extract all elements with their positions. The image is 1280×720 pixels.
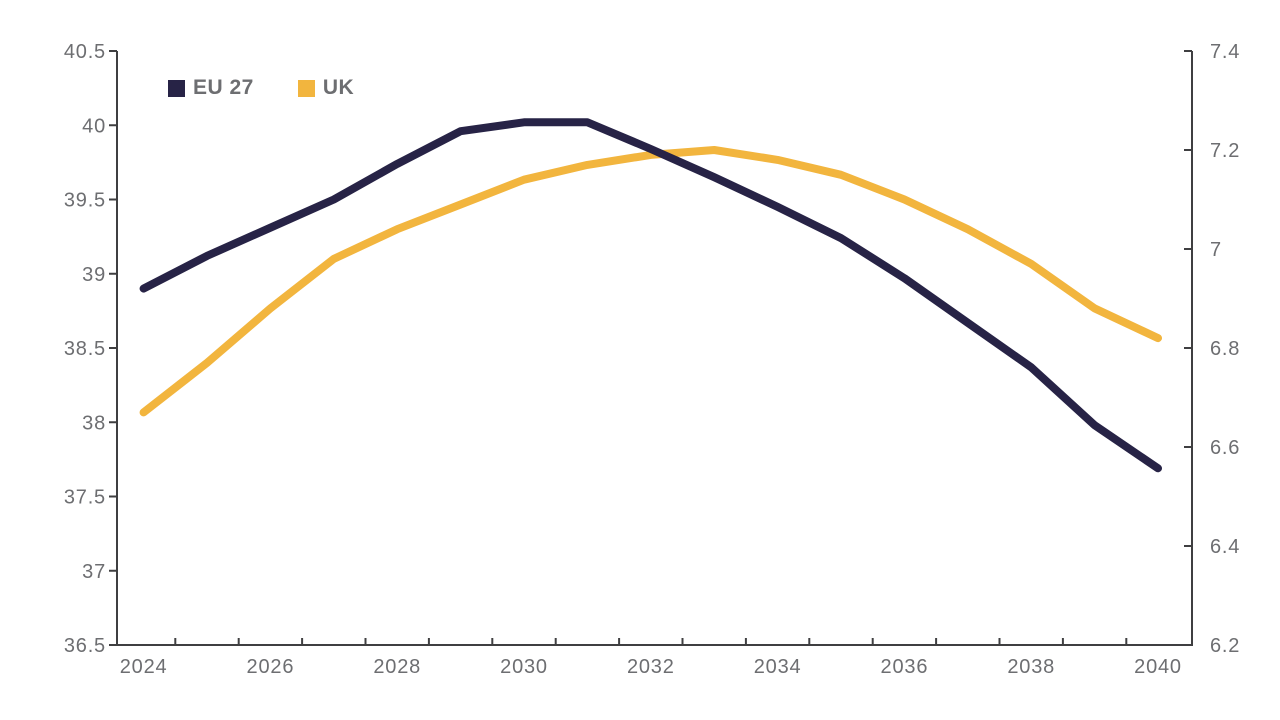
x-axis-tick-label: 2028 — [373, 656, 421, 678]
y-axis-left-tick-label: 39 — [82, 264, 106, 286]
legend-swatch-uk — [297, 79, 315, 97]
legend-item-uk: UK — [297, 76, 355, 100]
y-axis-left-tick-label: 38.5 — [64, 338, 106, 360]
y-axis-left-tick-label: 38 — [82, 412, 106, 434]
y-axis-left-tick-label: 37 — [82, 561, 106, 583]
x-axis-tick-label: 2040 — [1134, 656, 1182, 678]
x-axis-tick-label: 2038 — [1007, 656, 1055, 678]
x-axis-tick-label: 2030 — [500, 656, 548, 678]
y-axis-right-tick-label: 6.2 — [1210, 635, 1240, 657]
legend-item-eu27: EU 27 — [168, 76, 254, 100]
y-axis-left-tick-label: 37.5 — [64, 487, 106, 509]
y-axis-right-tick-label: 6.6 — [1210, 437, 1240, 459]
x-axis-tick-label: 2036 — [881, 656, 929, 678]
y-axis-left-tick-label: 40.5 — [64, 41, 106, 63]
legend-label-eu27: EU 27 — [193, 76, 254, 99]
x-axis-tick-label: 2034 — [754, 656, 802, 678]
y-axis-left-tick-label: 36.5 — [64, 635, 106, 657]
x-axis-tick-label: 2032 — [627, 656, 675, 678]
series-line-uk — [139, 146, 1162, 417]
series-line-eu-27 — [139, 118, 1162, 473]
legend-label-uk: UK — [322, 76, 355, 99]
x-axis-tick-label: 2024 — [120, 656, 168, 678]
x-axis-tick-label: 2026 — [247, 656, 295, 678]
y-axis-left-tick-label: 40 — [82, 115, 106, 137]
legend-swatch-eu27 — [168, 79, 185, 97]
chart-legend: EU 27 UK — [168, 76, 354, 100]
y-axis-right-tick-label: 6.4 — [1210, 536, 1240, 558]
y-axis-left-tick-label: 39.5 — [64, 190, 106, 212]
y-axis-right-tick-label: 6.8 — [1210, 338, 1240, 360]
y-axis-right-tick-label: 7.4 — [1210, 41, 1240, 63]
y-axis-right-tick-label: 7.2 — [1210, 140, 1240, 162]
y-axis-right-tick-label: 7 — [1210, 239, 1222, 261]
